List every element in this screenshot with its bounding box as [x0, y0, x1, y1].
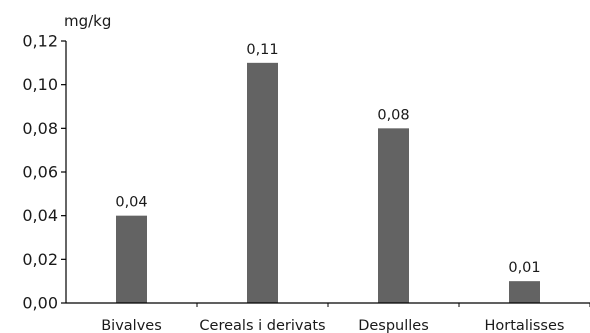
- bar: [378, 128, 409, 303]
- y-tick-label: 0,04: [22, 206, 58, 225]
- bar-value-label: 0,04: [115, 195, 147, 211]
- bar-value-label: 0,11: [246, 42, 278, 58]
- bar-value-label: 0,01: [508, 260, 540, 276]
- category-label: Despulles: [358, 318, 429, 333]
- y-tick-label: 0,00: [22, 294, 58, 313]
- x-axis: Bivalves Cereals i derivats Despulles Horta…: [66, 302, 590, 333]
- bar-value-label: 0,08: [377, 107, 409, 123]
- category-label: Hortalisses: [485, 318, 565, 333]
- category-label: Bivalves: [101, 318, 162, 333]
- y-tick-label: 0,08: [22, 119, 58, 138]
- bar: [116, 215, 147, 303]
- category-label: Cereals i derivats: [199, 318, 325, 333]
- bar: [509, 281, 540, 303]
- y-tick-label: 0,06: [22, 163, 58, 182]
- y-tick-label: 0,02: [22, 250, 58, 269]
- y-tick-label: 0,10: [22, 75, 58, 94]
- y-axis: 0,00 0,02 0,04 0,06 0,08 0,10 0,12: [22, 32, 67, 313]
- bars-group: 0,04 0,11 0,08 0,01: [115, 42, 541, 304]
- y-tick-label: 0,12: [22, 32, 58, 51]
- y-axis-unit-label: mg/kg: [64, 12, 111, 30]
- bar: [247, 62, 278, 304]
